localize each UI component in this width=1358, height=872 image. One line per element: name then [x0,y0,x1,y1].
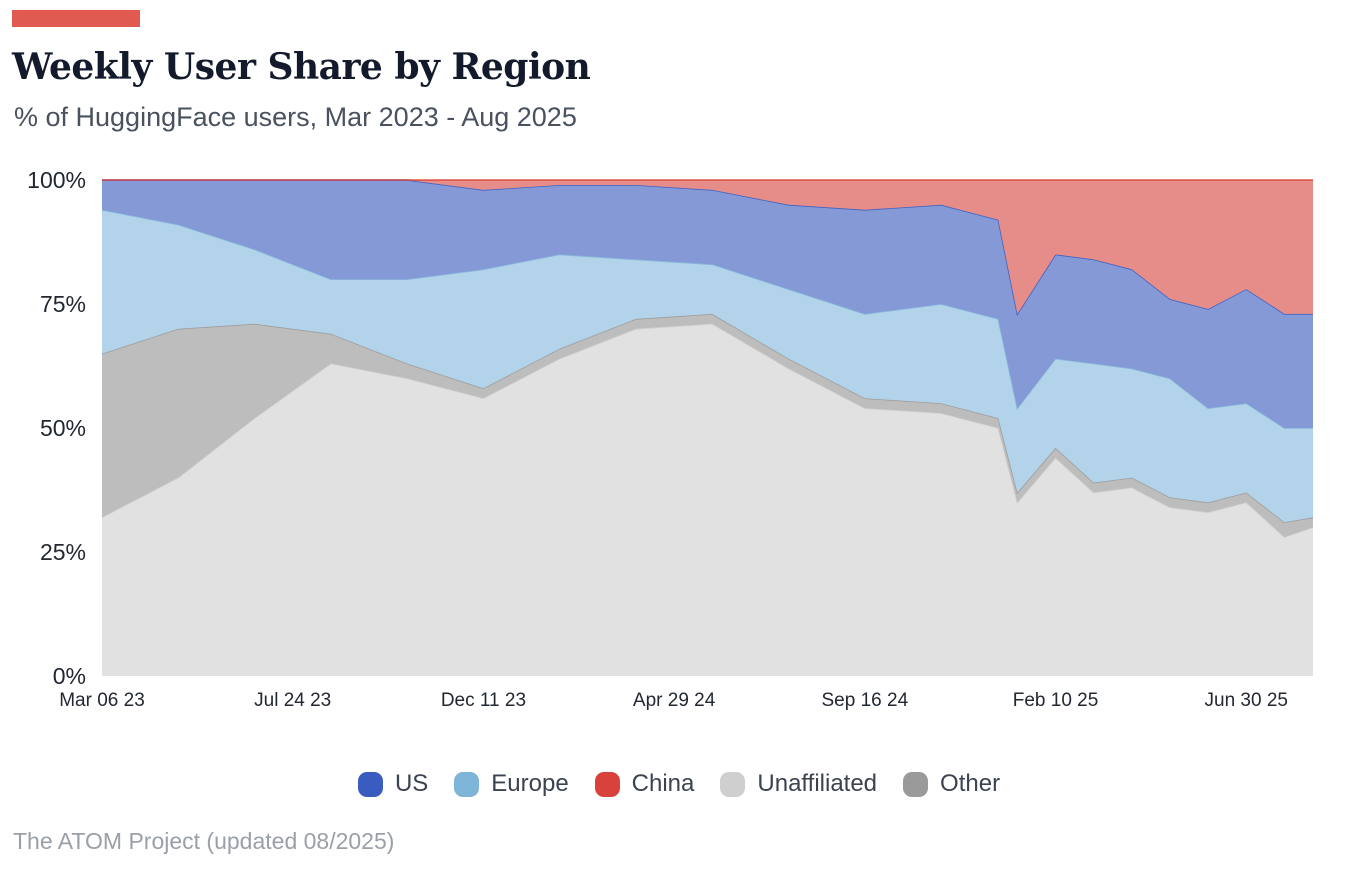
x-tick-label: Jun 30 25 [1205,690,1288,711]
legend-swatch-europe [454,771,480,797]
x-axis: Mar 06 23 Jul 24 23 Dec 11 23 Apr 29 24 Sep … [59,690,1288,711]
x-tick-label: Mar 06 23 [59,690,145,711]
chart-title: Weekly User Share by Region [12,46,591,88]
accent-bar [12,10,140,27]
legend-item-europe[interactable]: Europe [454,770,569,798]
legend-label-us: US [394,770,429,797]
legend-item-us[interactable]: US [357,770,429,798]
legend-label-other: Other [940,770,1001,797]
y-tick-label: 50% [40,415,86,441]
legend-label-unaffiliated: Unaffiliated [757,770,878,797]
legend-label-europe: Europe [491,770,569,797]
legend-swatch-unaffiliated [720,771,746,797]
legend-swatch-china [594,771,620,797]
legend: US Europe China Unaffiliated Other [0,770,1358,798]
x-tick-label: Feb 10 25 [1013,690,1099,711]
area-other [102,313,1313,538]
area-layers [101,179,1314,676]
y-axis: 0% 25% 50% 75% 100% [27,167,86,689]
area-europe [102,209,1313,523]
stacked-area-chart: 0% 25% 50% 75% 100% Mar 06 23 Jul 24 23 Dec 11… [27,167,1314,711]
y-tick-label: 0% [53,663,86,689]
legend-swatch-other [903,771,929,797]
x-tick-label: Sep 16 24 [822,690,909,711]
x-tick-label: Jul 24 23 [254,690,331,711]
legend-item-china[interactable]: China [594,770,695,798]
y-tick-label: 100% [27,167,86,193]
x-tick-label: Dec 11 23 [441,690,526,711]
source-note: The ATOM Project (updated 08/2025) [13,828,395,854]
y-tick-label: 75% [40,291,86,317]
x-tick-label: Apr 29 24 [633,690,716,711]
legend-swatch-us [357,771,383,797]
area-us [102,180,1313,428]
area-china [102,180,1313,314]
legend-item-unaffiliated[interactable]: Unaffiliated [720,770,877,798]
chart-subtitle: % of HuggingFace users, Mar 2023 - Aug 2… [14,102,577,132]
area-unaffiliated [102,323,1313,676]
y-tick-label: 25% [40,539,86,565]
legend-label-china: China [631,770,695,797]
legend-item-other[interactable]: Other [903,770,1000,798]
